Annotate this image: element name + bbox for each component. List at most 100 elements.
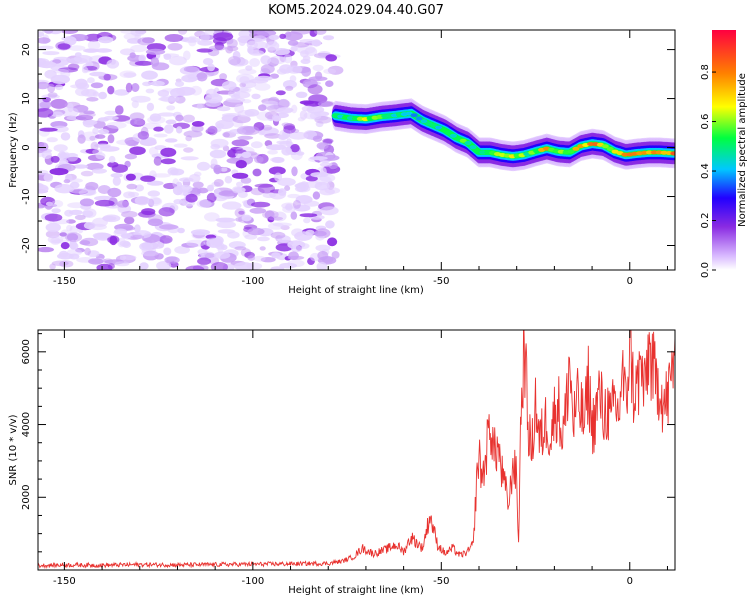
heatmap-noise-blob <box>213 251 231 259</box>
heatmap-noise-blob <box>299 100 315 105</box>
heatmap-noise-blob <box>175 114 184 122</box>
heatmap-noise-blob <box>317 100 335 108</box>
heatmap-noise-blob <box>98 91 107 100</box>
snr-x-ticks: -150 -100 -50 0 <box>53 330 668 587</box>
heatmap-ridge-core <box>420 119 428 124</box>
heatmap-noise-blob <box>94 48 113 53</box>
heatmap-noise-blob <box>77 134 86 144</box>
heatmap-noise-blob <box>42 97 51 103</box>
heatmap-noise-blob <box>183 66 199 73</box>
heatmap-noise-blob <box>290 211 298 220</box>
heatmap-noise-blob <box>251 201 271 208</box>
heatmap-noise-blob <box>264 133 281 139</box>
heatmap-noise-blob <box>86 97 99 102</box>
heatmap-noise-blob <box>232 115 251 124</box>
heatmap-ridge-core <box>430 123 438 128</box>
heatmap-noise-blob <box>75 87 90 97</box>
heatmap-noise-blob <box>254 75 273 81</box>
heatmap-noise-blob <box>279 33 287 40</box>
heatmap-noise-blob <box>237 135 254 140</box>
heatmap-noise-blob <box>190 229 211 236</box>
heatmap-noise-blob <box>139 242 154 251</box>
heatmap-noise-blob <box>185 265 205 270</box>
heatmap-noise-blob <box>277 177 296 187</box>
heatmap-noise-blob <box>288 251 299 260</box>
heatmap-noise-blob <box>253 155 264 164</box>
heatmap-ridge-core <box>606 146 614 151</box>
heatmap-noise-blob <box>43 173 54 182</box>
heatmap-noise-blob <box>327 65 344 75</box>
heatmap-noise-blob <box>87 77 95 84</box>
snr-x-axis-label: Height of straight line (km) <box>288 585 424 596</box>
heatmap-noise-blob <box>259 246 266 251</box>
heatmap-noise-blob <box>153 126 164 132</box>
heatmap-noise-blob <box>159 235 173 244</box>
heatmap-noise-blob <box>120 233 134 239</box>
heatmap-noise-blob <box>147 116 166 124</box>
heatmap-noise-blob <box>236 125 256 135</box>
heatmap-noise-blob <box>79 240 91 246</box>
heatmap-noise-blob <box>322 154 340 161</box>
heatmap-noise-blob <box>98 128 110 135</box>
heatmap-noise-blob <box>177 185 193 193</box>
heatmap-noise-blob <box>247 227 265 236</box>
heatmap-noise-blob <box>309 156 328 161</box>
heatmap-noise-blob <box>294 231 313 241</box>
heatmap-noise-blob <box>160 158 176 165</box>
heatmap-noise-blob <box>197 39 213 46</box>
heatmap-noise-blob <box>229 57 249 67</box>
heatmap-ridge-core <box>415 116 423 121</box>
heatmap-noise-blob <box>183 50 191 61</box>
heatmap-noise-blob <box>145 48 166 55</box>
heatmap-noise-blob <box>244 234 258 240</box>
heatmap-noise-blob <box>215 217 236 223</box>
heatmap-noise-blob <box>79 198 95 207</box>
heatmap-noise-blob <box>172 178 180 188</box>
heatmap-noise-blob <box>131 100 139 109</box>
heatmap-noise-blob <box>82 119 98 125</box>
heatmap-noise-blob <box>216 106 231 112</box>
heatmap-noise-blob <box>224 175 233 184</box>
heatmap-noise-blob <box>227 231 240 239</box>
heatmap-ridge-core <box>587 142 595 146</box>
heatmap-noise-blob <box>139 262 149 270</box>
heatmap-noise-layer <box>38 30 344 270</box>
heatmap-noise-blob <box>163 53 180 58</box>
heatmap-noise-blob <box>262 192 276 199</box>
heatmap-noise-blob <box>50 111 64 117</box>
heatmap-noise-blob <box>182 114 195 123</box>
heatmap-noise-blob <box>142 81 152 87</box>
heatmap-noise-blob <box>94 199 115 207</box>
heatmap-noise-blob <box>275 90 286 96</box>
heatmap-noise-blob <box>38 246 54 253</box>
heatmap-noise-blob <box>240 177 252 184</box>
heatmap-noise-blob <box>327 237 338 247</box>
heatmap-noise-blob <box>92 148 103 156</box>
heatmap-noise-blob <box>59 260 74 268</box>
heatmap-noise-blob <box>268 166 286 175</box>
heatmap-noise-blob <box>253 255 266 262</box>
heatmap-noise-blob <box>213 32 234 41</box>
heatmap-noise-blob <box>153 133 168 138</box>
heatmap-noise-blob <box>160 147 177 157</box>
heatmap-noise-blob <box>272 222 292 227</box>
heatmap-noise-blob <box>55 84 64 91</box>
heatmap-noise-blob <box>97 144 111 149</box>
heatmap-noise-blob <box>239 82 246 88</box>
heatmap-noise-blob <box>219 73 228 81</box>
heatmap-noise-blob <box>232 186 243 194</box>
heatmap-noise-blob <box>254 183 274 188</box>
heatmap-noise-blob <box>91 168 107 174</box>
heatmap-noise-blob <box>153 156 162 166</box>
heatmap-noise-blob <box>120 30 141 34</box>
heatmap-noise-blob <box>90 141 99 151</box>
heatmap-noise-blob <box>186 239 206 247</box>
heatmap-noise-blob <box>315 120 324 128</box>
heatmap-noise-blob <box>114 261 130 267</box>
heatmap-noise-blob <box>140 175 156 182</box>
heatmap-noise-blob <box>303 217 311 224</box>
heatmap-noise-blob <box>84 48 98 53</box>
heatmap-ridge-core <box>425 121 433 126</box>
heatmap-noise-blob <box>89 71 107 77</box>
colorbar-tick-label: 0.8 <box>700 64 711 80</box>
